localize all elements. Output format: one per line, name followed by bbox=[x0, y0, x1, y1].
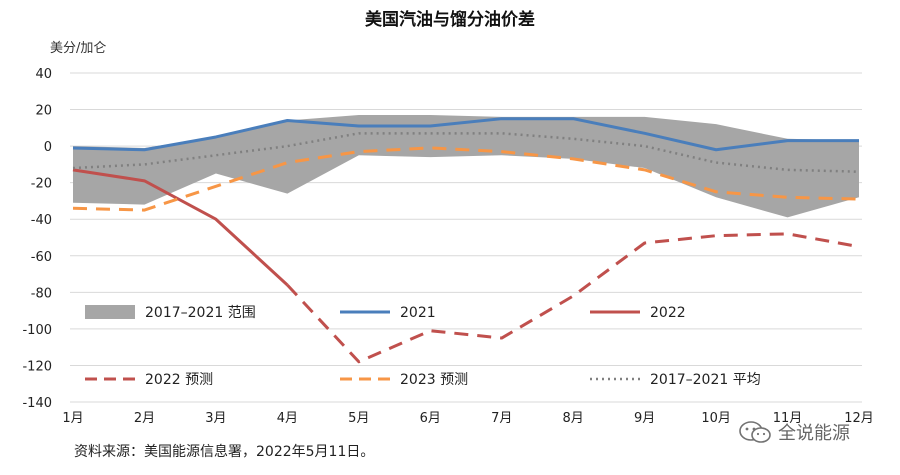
legend-label: 2022 预测 bbox=[145, 372, 213, 388]
y-axis-unit: 美分/加仑 bbox=[50, 41, 106, 56]
legend-label: 2017–2021 平均 bbox=[650, 372, 761, 388]
series-line-2 bbox=[286, 232, 860, 364]
series-line-0 bbox=[72, 117, 859, 152]
legend-label: 2017–2021 范围 bbox=[145, 304, 256, 321]
x-tick-label: 5月 bbox=[348, 411, 369, 426]
wechat-icon bbox=[739, 421, 771, 443]
x-tick-label: 7月 bbox=[491, 411, 512, 426]
y-tick-label: -140 bbox=[22, 396, 52, 411]
x-tick-label: 4月 bbox=[277, 411, 298, 426]
x-tick-label: 1月 bbox=[62, 411, 83, 426]
series-line-1 bbox=[72, 168, 289, 287]
x-tick-label: 10月 bbox=[701, 411, 731, 426]
y-tick-label: -60 bbox=[31, 250, 52, 265]
y-tick-label: -100 bbox=[22, 323, 52, 338]
watermark-text: 全说能源 bbox=[778, 423, 850, 444]
x-tick-label: 6月 bbox=[420, 411, 441, 426]
x-tick-label: 2月 bbox=[134, 411, 155, 426]
x-tick-label: 3月 bbox=[205, 411, 226, 426]
legend-label: 2021 bbox=[400, 305, 436, 321]
x-tick-label: 11月 bbox=[773, 411, 803, 426]
series-line-3 bbox=[72, 146, 860, 212]
y-tick-label: -20 bbox=[31, 177, 52, 192]
legend-label: 2023 预测 bbox=[400, 372, 468, 388]
y-tick-label: -120 bbox=[22, 359, 52, 374]
x-tick-label: 12月 bbox=[844, 411, 874, 426]
x-tick-label: 8月 bbox=[563, 411, 584, 426]
watermark: 全说能源 bbox=[738, 419, 850, 445]
range-band bbox=[73, 115, 859, 218]
y-tick-label: 40 bbox=[35, 67, 52, 82]
source-note: 资料来源：美国能源信息署，2022年5月11日。 bbox=[74, 444, 375, 460]
chart-title: 美国汽油与馏分油价差 bbox=[365, 9, 535, 30]
legend-label: 2022 bbox=[650, 305, 686, 321]
y-tick-label: 20 bbox=[35, 104, 52, 119]
y-tick-label: -80 bbox=[31, 286, 52, 301]
legend-swatch-band bbox=[85, 305, 135, 319]
y-tick-label: -40 bbox=[31, 213, 52, 228]
x-tick-label: 9月 bbox=[634, 411, 655, 426]
y-tick-label: 0 bbox=[44, 140, 52, 155]
